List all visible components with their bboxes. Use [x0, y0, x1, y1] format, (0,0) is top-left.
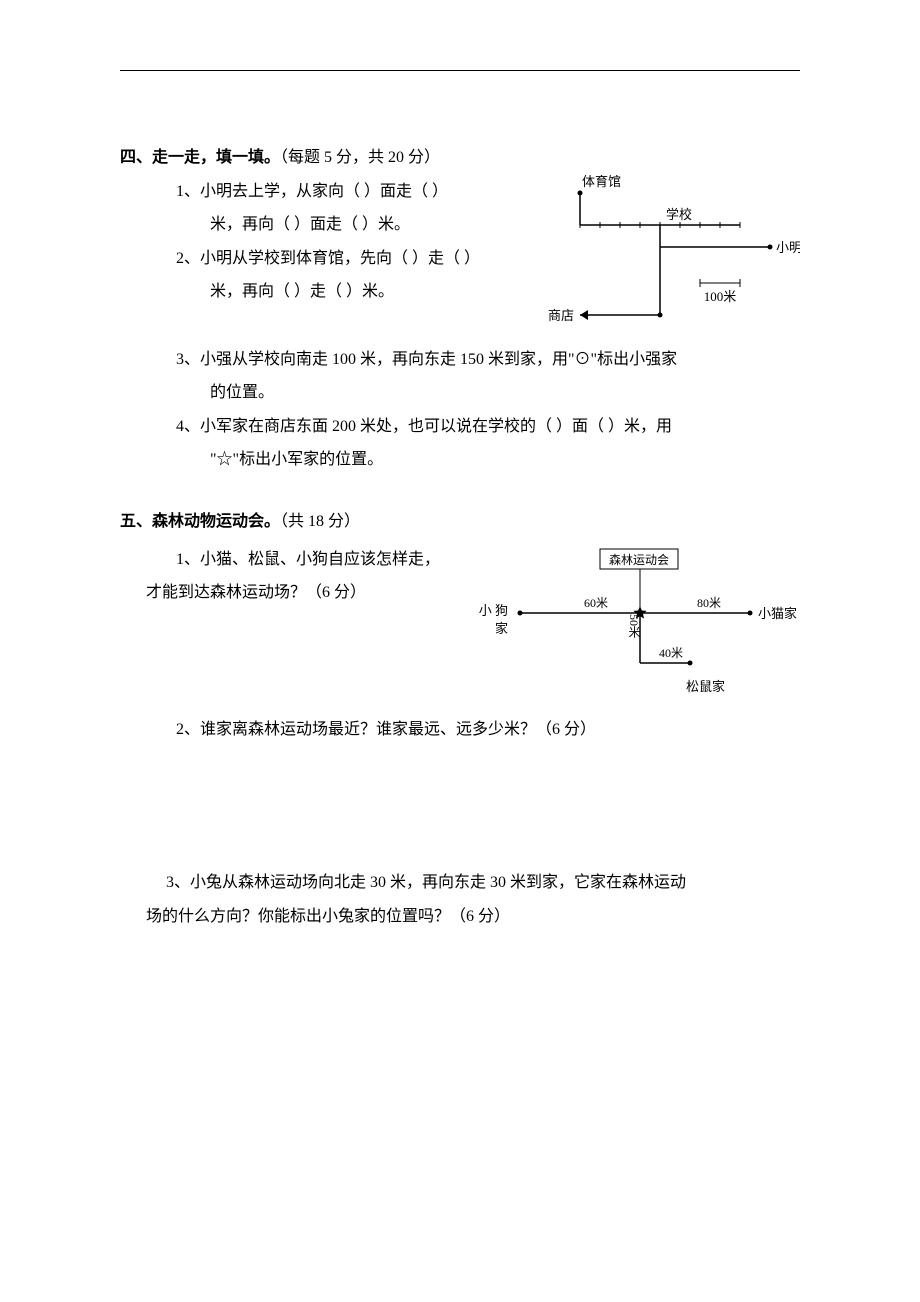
- svg-text:体育馆: 体育馆: [582, 175, 621, 189]
- s4-q1-line2: 米，再向（ ）面走（ ）米。: [120, 208, 540, 242]
- svg-text:小 狗: 小 狗: [479, 603, 508, 618]
- svg-text:50米: 50米: [627, 614, 641, 638]
- svg-text:小明家: 小明家: [776, 240, 800, 255]
- svg-text:学校: 学校: [666, 207, 692, 222]
- section-4: 四、走一走，填一填。（每题 5 分，共 20 分） 1、小明去上学，从家向（ ）…: [120, 141, 800, 477]
- header-divider: [120, 70, 800, 71]
- svg-text:80米: 80米: [697, 596, 721, 610]
- s4-q3-line2: 的位置。: [120, 376, 800, 410]
- s4-q4-line1: 4、小军家在商店东面 200 米处，也可以说在学校的（ ）面（ ）米，用: [120, 410, 800, 444]
- svg-text:100米: 100米: [704, 289, 737, 304]
- s4-q2-line2: 米，再向（ ）走（ ）米。: [120, 275, 540, 309]
- s4-q1-line1: 1、小明去上学，从家向（ ）面走（ ）: [120, 175, 540, 209]
- section-4-title-score: （每题 5 分，共 20 分）: [280, 149, 440, 166]
- svg-text:60米: 60米: [584, 596, 608, 610]
- svg-text:小猫家: 小猫家: [758, 606, 797, 621]
- svg-text:森林运动会: 森林运动会: [609, 552, 669, 567]
- section-4-diagram: 体育馆学校小明家商店 100米: [540, 175, 800, 335]
- s5-q3-line1: 3、小兔从森林运动场向北走 30 米，再向东走 30 米到家，它家在森林运动: [120, 866, 800, 900]
- section-4-title-prefix: 四、走一走，填一填。: [120, 149, 280, 166]
- section-5-title-score: （共 18 分）: [280, 513, 360, 530]
- s5-q1-line2: 才能到达森林运动场？（6 分）: [120, 576, 470, 610]
- section-5-diagram: 森林运动会小 狗家 60米小猫家 80米松鼠家 50米 40米: [470, 543, 800, 713]
- svg-text:松鼠家: 松鼠家: [686, 679, 725, 694]
- section-5-title: 五、森林动物运动会。（共 18 分）: [120, 505, 800, 539]
- svg-text:商店: 商店: [548, 308, 574, 323]
- svg-text:家: 家: [495, 621, 508, 636]
- svg-text:40米: 40米: [659, 646, 683, 660]
- section-5-title-prefix: 五、森林动物运动会。: [120, 513, 280, 530]
- s5-q2: 2、谁家离森林运动场最近？谁家最远、远多少米？（6 分）: [120, 713, 800, 747]
- s5-q3-line2: 场的什么方向？你能标出小兔家的位置吗？（6 分）: [120, 900, 800, 934]
- section-5: 五、森林动物运动会。（共 18 分） 1、小猫、松鼠、小狗自应该怎样走， 才能到…: [120, 505, 800, 933]
- s4-q2-line1: 2、小明从学校到体育馆，先向（ ）走（ ）: [120, 242, 540, 276]
- s4-q3-line1: 3、小强从学校向南走 100 米，再向东走 150 米到家，用"⊙"标出小强家: [120, 343, 800, 377]
- s4-q4-line2: "☆"标出小军家的位置。: [120, 443, 800, 477]
- s5-q1-line1: 1、小猫、松鼠、小狗自应该怎样走，: [120, 543, 470, 577]
- section-4-title: 四、走一走，填一填。（每题 5 分，共 20 分）: [120, 141, 800, 175]
